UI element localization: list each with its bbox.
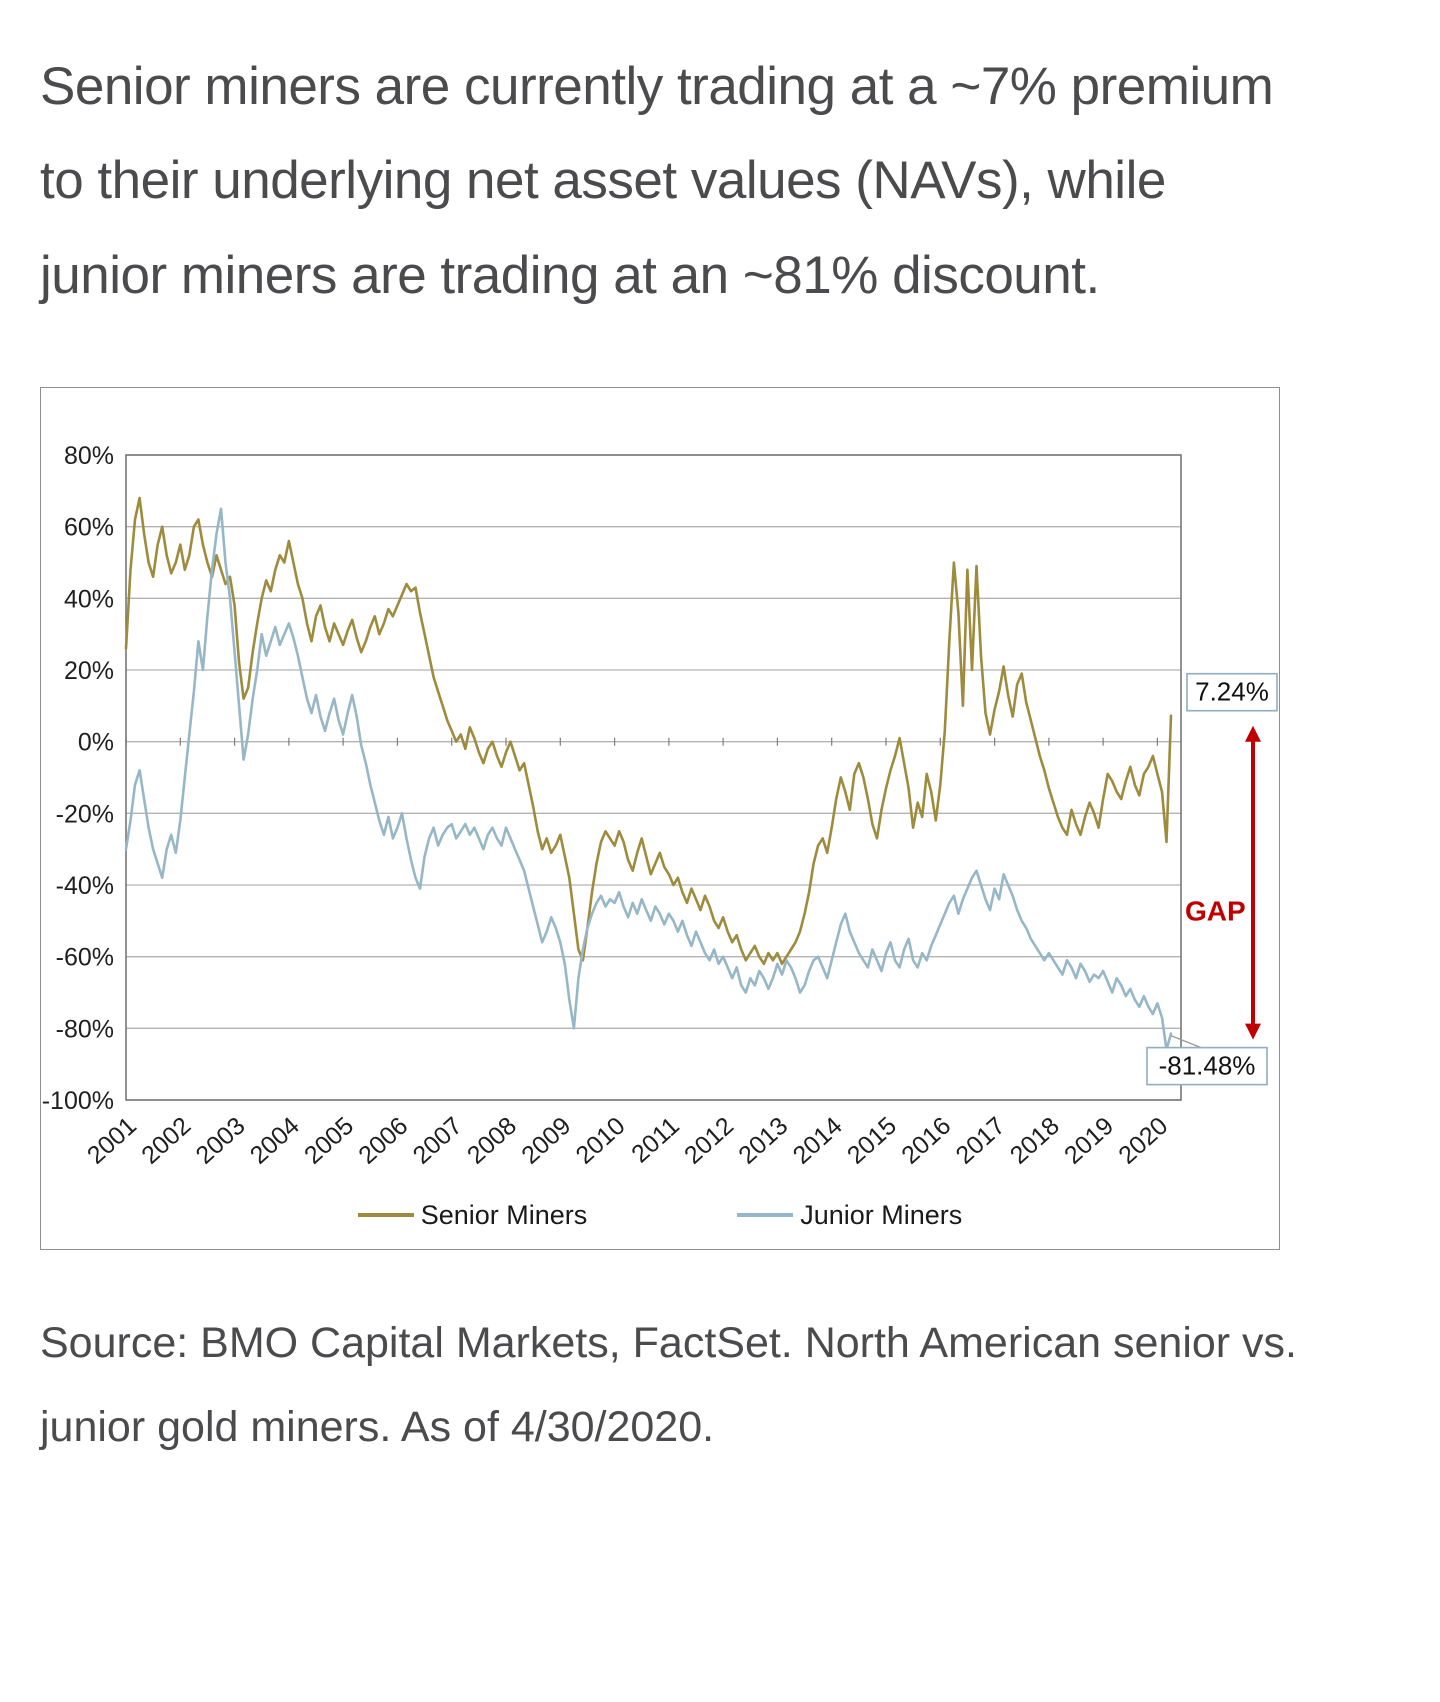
svg-text:2018: 2018 (1005, 1112, 1065, 1170)
svg-text:2019: 2019 (1059, 1112, 1119, 1170)
svg-text:GAP: GAP (1185, 896, 1246, 927)
svg-text:2011: 2011 (626, 1112, 685, 1169)
svg-text:40%: 40% (64, 585, 114, 613)
svg-text:20%: 20% (64, 657, 114, 685)
legend-item-senior-miners: Senior Miners (357, 1199, 588, 1231)
svg-text:60%: 60% (64, 514, 114, 542)
nav-premium-discount-chart: 80%60%40%20%0%-20%-40%-60%-80%-100%20012… (42, 442, 1278, 1170)
svg-text:2008: 2008 (462, 1112, 522, 1170)
svg-text:2012: 2012 (679, 1112, 739, 1170)
svg-text:2003: 2003 (191, 1112, 251, 1170)
svg-text:2002: 2002 (136, 1112, 196, 1170)
svg-text:2007: 2007 (408, 1112, 468, 1170)
senior-miners-line-swatch (357, 1213, 414, 1218)
svg-text:2004: 2004 (245, 1112, 305, 1170)
svg-text:0%: 0% (78, 729, 114, 757)
svg-text:-100%: -100% (42, 1087, 114, 1115)
svg-text:2005: 2005 (299, 1112, 359, 1170)
page: Senior miners are currently trading at a… (40, 57, 1297, 1451)
svg-text:-60%: -60% (56, 944, 114, 972)
source-text: Source: BMO Capital Markets, FactSet. No… (40, 1318, 1297, 1451)
svg-text:2017: 2017 (951, 1112, 1011, 1170)
chart-legend: Senior Miners Junior Miners (41, 1200, 1279, 1243)
svg-text:-20%: -20% (56, 800, 114, 828)
svg-text:2014: 2014 (788, 1112, 848, 1170)
svg-text:2015: 2015 (842, 1112, 902, 1170)
svg-text:2013: 2013 (733, 1112, 793, 1170)
svg-text:-80%: -80% (56, 1015, 114, 1043)
legend-label-junior-miners: Junior Miners (800, 1199, 963, 1230)
svg-text:7.24%: 7.24% (1195, 677, 1269, 707)
legend-label-senior-miners: Senior Miners (420, 1199, 588, 1230)
legend-item-junior-miners: Junior Miners (737, 1200, 962, 1231)
junior-miners-line-swatch (737, 1213, 794, 1218)
svg-text:-40%: -40% (56, 872, 114, 900)
svg-text:2006: 2006 (353, 1112, 413, 1170)
chart-container: 80% 60% 40% 20% 0% -20% -40% -60% -80% -100% 2001 2… (40, 386, 1280, 1250)
svg-text:2001: 2001 (82, 1112, 142, 1170)
svg-text:-81.48%: -81.48% (1159, 1051, 1256, 1081)
svg-text:2016: 2016 (896, 1112, 956, 1170)
svg-text:2020: 2020 (1113, 1112, 1173, 1170)
svg-text:2009: 2009 (516, 1112, 576, 1170)
svg-text:80%: 80% (64, 442, 114, 470)
headline: Senior miners are currently trading at a… (40, 57, 1274, 305)
svg-text:2010: 2010 (571, 1112, 631, 1170)
